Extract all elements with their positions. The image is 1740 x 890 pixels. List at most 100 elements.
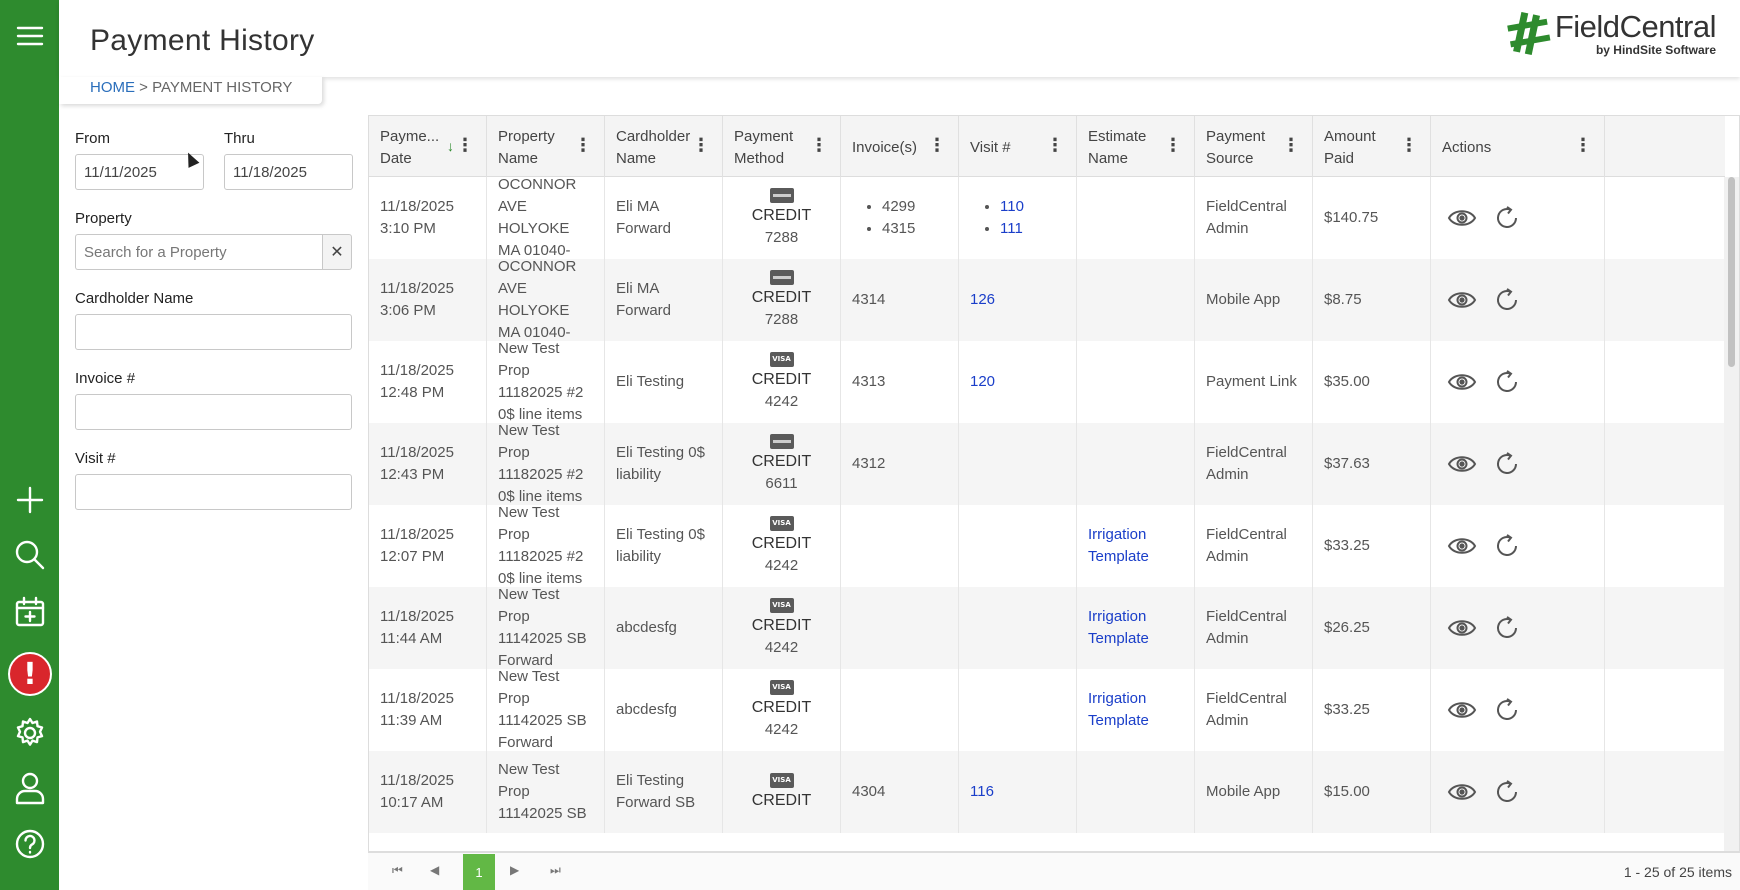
visit-list: 110111 bbox=[970, 196, 1024, 240]
refresh-icon[interactable] bbox=[1493, 450, 1521, 478]
scroll-thumb[interactable] bbox=[1728, 177, 1735, 367]
cell-visits: 120 bbox=[959, 341, 1077, 423]
gear-icon[interactable] bbox=[8, 711, 52, 755]
column-header-label: Date bbox=[380, 150, 412, 167]
column-header[interactable]: Cardholder Name ⋮ bbox=[605, 116, 723, 177]
column-header[interactable]: Payment Source ⋮ bbox=[1195, 116, 1313, 177]
column-menu-icon[interactable]: ⋮ bbox=[456, 135, 474, 155]
help-icon[interactable] bbox=[8, 822, 52, 866]
card-last4: 4242 bbox=[764, 638, 799, 656]
property-search-input[interactable]: Search for a Property bbox=[75, 234, 322, 270]
alert-icon[interactable]: ! bbox=[8, 652, 52, 696]
column-header[interactable]: Amount Paid ⋮ bbox=[1313, 116, 1431, 177]
payment-type: CREDIT bbox=[751, 288, 812, 306]
cell-visits: 110111 bbox=[959, 177, 1077, 259]
eye-icon[interactable] bbox=[1447, 699, 1477, 721]
column-header[interactable]: Payment Method ⋮ bbox=[723, 116, 841, 177]
thru-date-input[interactable]: 11/18/2025 bbox=[224, 154, 353, 190]
first-page-button[interactable]: ⏮ bbox=[392, 863, 403, 877]
prev-page-button[interactable]: ◀ bbox=[430, 863, 440, 877]
refresh-icon[interactable] bbox=[1493, 778, 1521, 806]
column-menu-icon[interactable]: ⋮ bbox=[810, 135, 828, 155]
cell-invoices: 42994315 bbox=[841, 177, 959, 259]
calendar-add-icon[interactable] bbox=[8, 590, 52, 634]
column-header[interactable]: Visit # ⋮ bbox=[959, 116, 1077, 177]
menu-icon[interactable] bbox=[8, 14, 52, 58]
column-menu-icon[interactable]: ⋮ bbox=[1574, 135, 1592, 155]
grid-header: Payme... Date ↓ ⋮ Property Name ⋮ Cardholder Nam… bbox=[369, 116, 1725, 177]
column-header[interactable]: Payme... Date ↓ ⋮ bbox=[369, 116, 487, 177]
eye-icon[interactable] bbox=[1447, 289, 1477, 311]
cell-property-name: New Test Prop 11182025 #2 0$ line items bbox=[487, 423, 605, 505]
payment-method: VISA CREDIT 4242 bbox=[752, 597, 811, 659]
eye-icon[interactable] bbox=[1447, 617, 1477, 639]
property-search: Search for a Property ✕ bbox=[75, 234, 352, 270]
cell-payment-method: CREDIT 7288 bbox=[723, 259, 841, 341]
payment-method: CREDIT 6611 bbox=[752, 433, 811, 495]
vertical-scrollbar[interactable] bbox=[1724, 177, 1739, 851]
eye-icon[interactable] bbox=[1447, 453, 1477, 475]
estimate-link[interactable]: Irrigation Template bbox=[1088, 608, 1149, 647]
visit-link[interactable]: 116 bbox=[970, 783, 994, 800]
cell-payment-date-text: 11/18/2025 3:06 PM bbox=[380, 280, 454, 319]
cell-amount-paid-text: $140.75 bbox=[1324, 209, 1379, 226]
cell-property-name: New Test Prop 11142025 SB Forward bbox=[487, 669, 605, 751]
visit-link[interactable]: 111 bbox=[1000, 220, 1023, 237]
eye-icon[interactable] bbox=[1447, 781, 1477, 803]
column-header[interactable]: Invoice(s) ⋮ bbox=[841, 116, 959, 177]
pager-info: 1 - 25 of 25 items bbox=[1623, 864, 1732, 880]
visit-input[interactable] bbox=[75, 474, 352, 510]
refresh-icon[interactable] bbox=[1493, 614, 1521, 642]
eye-icon[interactable] bbox=[1447, 535, 1477, 557]
cell-estimate-name: Irrigation Template bbox=[1077, 587, 1195, 669]
estimate-link[interactable]: Irrigation Template bbox=[1088, 526, 1149, 565]
visit-link[interactable]: 120 bbox=[970, 373, 996, 390]
cell-payment-date-text: 11/18/2025 3:10 PM bbox=[380, 198, 454, 237]
last-page-button[interactable]: ⏭ bbox=[550, 863, 561, 877]
cell-payment-method: VISA CREDIT bbox=[723, 751, 841, 833]
column-menu-icon[interactable]: ⋮ bbox=[574, 135, 592, 155]
visit-link[interactable]: 110 bbox=[1000, 198, 1024, 215]
refresh-icon[interactable] bbox=[1493, 368, 1521, 396]
next-page-button[interactable]: ▶ bbox=[510, 863, 520, 877]
cell-payment-source-text: Mobile App bbox=[1206, 291, 1281, 308]
column-menu-icon[interactable]: ⋮ bbox=[1164, 135, 1182, 155]
cell-property-name-text: 35 OCONNOR AVE HOLYOKE MA 01040-3390 USA bbox=[498, 177, 577, 259]
column-menu-icon[interactable]: ⋮ bbox=[928, 135, 946, 155]
cell-cardholder-name-text: Eli Testing Forward SB bbox=[616, 772, 696, 811]
cell-cardholder-name: Eli Testing 0$ liability bbox=[605, 505, 723, 587]
eye-icon[interactable] bbox=[1447, 371, 1477, 393]
current-page-button[interactable]: 1 bbox=[463, 854, 495, 890]
column-header[interactable]: Actions ⋮ bbox=[1431, 116, 1605, 177]
column-header-label: Property bbox=[498, 128, 555, 145]
column-menu-icon[interactable]: ⋮ bbox=[692, 135, 710, 155]
refresh-icon[interactable] bbox=[1493, 286, 1521, 314]
breadcrumb-separator: > bbox=[139, 79, 148, 96]
cardholder-input[interactable] bbox=[75, 314, 352, 350]
column-menu-icon[interactable]: ⋮ bbox=[1046, 135, 1064, 155]
sort-arrow-icon[interactable]: ↓ bbox=[447, 138, 454, 154]
card-last4: 7288 bbox=[764, 228, 799, 246]
column-menu-icon[interactable]: ⋮ bbox=[1400, 135, 1418, 155]
invoice-input[interactable] bbox=[75, 394, 352, 430]
plus-icon[interactable] bbox=[8, 478, 52, 522]
refresh-icon[interactable] bbox=[1493, 696, 1521, 724]
column-header[interactable]: Property Name ⋮ bbox=[487, 116, 605, 177]
estimate-link[interactable]: Irrigation Template bbox=[1088, 690, 1149, 729]
breadcrumb-home-link[interactable]: HOME bbox=[90, 79, 135, 96]
cell-amount-paid-text: $37.63 bbox=[1324, 455, 1370, 472]
cell-amount-paid: $15.00 bbox=[1313, 751, 1431, 833]
column-header[interactable]: Estimate Name ⋮ bbox=[1077, 116, 1195, 177]
user-icon[interactable] bbox=[8, 766, 52, 810]
eye-icon[interactable] bbox=[1447, 207, 1477, 229]
refresh-icon[interactable] bbox=[1493, 204, 1521, 232]
search-icon[interactable] bbox=[8, 533, 52, 577]
clear-property-button[interactable]: ✕ bbox=[322, 234, 352, 270]
cell-cardholder-name: Eli Testing Forward SB bbox=[605, 751, 723, 833]
from-date-input[interactable]: 11/11/2025 bbox=[75, 154, 204, 190]
cell-property-name: 35 OCONNOR AVE HOLYOKE MA 01040-3390 USA bbox=[487, 259, 605, 341]
refresh-icon[interactable] bbox=[1493, 532, 1521, 560]
visit-link[interactable]: 126 bbox=[970, 291, 996, 308]
cell-payment-source-text: FieldCentral Admin bbox=[1206, 608, 1287, 647]
column-menu-icon[interactable]: ⋮ bbox=[1282, 135, 1300, 155]
